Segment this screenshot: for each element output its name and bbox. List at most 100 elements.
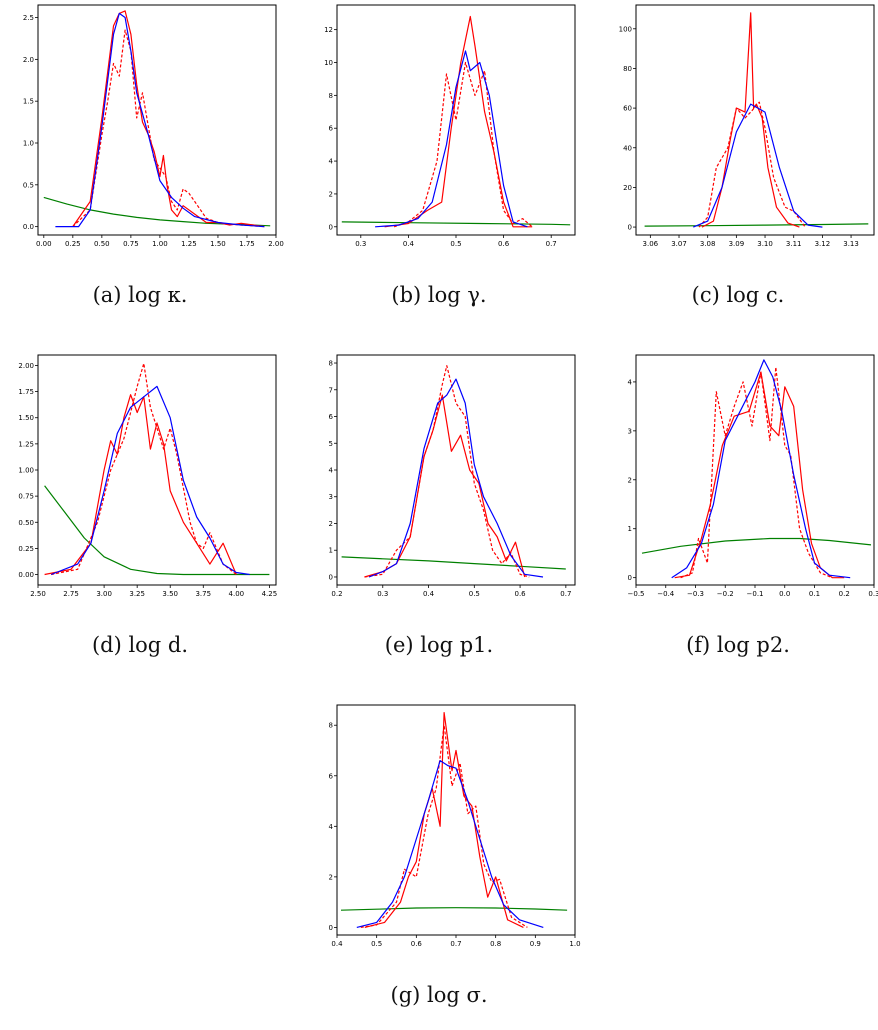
x-tick-label: 0.1 [809,590,820,598]
x-tick-label: 0.2 [839,590,850,598]
x-tick-label: 0.7 [450,940,461,948]
x-tick-label: 0.3 [355,240,366,248]
y-tick-label: 2 [329,190,333,198]
chart-panel-a: 0.00 0.25 0.50 0.75 1.00 1.25 1.50 1.75 2.00 0.0 0… [0,0,284,330]
x-tick-label: 0.9 [530,940,541,948]
caption-e: (e) log p1. [384,633,494,657]
x-tick-label: 0.6 [498,240,510,248]
series-line-red [674,371,845,579]
caption-d: (d) log d. [91,633,189,657]
chart-panel-c: 3.06 3.07 3.08 3.09 3.10 3.11 3.12 3.13 0 20 40 60 8… [598,0,878,330]
y-tick-label: 3 [329,493,333,501]
chart-c-plot: 3.06 3.07 3.08 3.09 3.10 3.11 3.12 3.13 0 20 40 60 8… [619,4,875,248]
y-tick-label: 10 [324,59,333,67]
series-line-green [341,556,566,570]
plot-frame [336,4,576,236]
x-tick-label: 0.75 [123,240,139,248]
y-tick-label: 2.0 [23,56,34,64]
x-tick-label: 0.00 [36,240,52,248]
y-tick-label: 7 [329,386,333,394]
x-tick-label: 0.50 [94,240,110,248]
series-line-green [44,485,270,576]
x-tick-label: 0.3 [377,590,388,598]
y-tick-label: 0 [628,574,632,582]
caption-c: (c) log c. [691,283,785,307]
x-tick-label: 0.0 [779,590,790,598]
series-line-green [340,907,568,911]
y-tick-label: 12 [324,26,333,34]
x-tick-label: 1.75 [239,240,255,248]
y-tick-label: 2.00 [18,362,34,370]
x-tick-label: 4.00 [229,590,245,598]
series-line-red [44,394,237,576]
chart-panel-f: −0.5 −0.4 −0.3 −0.2 −0.1 0.0 0.1 0.2 0.3 0 1 2 3 4 (f… [598,350,878,680]
y-tick-label: 8 [329,92,333,100]
y-tick-label: 4 [329,823,334,831]
chart-panel-g: 0.4 0.5 0.6 0.7 0.8 0.9 1.0 0 2 4 6 8 (g) log σ. [299,700,581,1030]
x-tick-label: 3.75 [195,590,211,598]
series-line-red-dashed [364,365,530,578]
x-tick-label: −0.1 [747,590,764,598]
y-tick-label: 8 [329,360,333,368]
series-line-blue [368,378,544,578]
x-tick-label: 3.09 [729,240,745,248]
series-line-green [641,537,872,554]
series-line-red-dashed [360,724,528,928]
y-tick-label: 1.0 [23,140,34,148]
x-tick-label: −0.2 [717,590,734,598]
x-tick-label: 0.7 [560,590,571,598]
x-tick-label: 0.7 [546,240,557,248]
y-tick-label: 5 [329,440,333,448]
y-tick-label: 8 [329,722,333,730]
plot-frame [336,354,576,586]
chart-e-plot: 0.2 0.3 0.4 0.5 0.6 0.7 0 1 2 3 4 5 6 7 8 [329,354,576,598]
x-tick-label: 3.25 [129,590,145,598]
series-line-red-dashed [393,61,533,228]
series-line-red [364,394,526,578]
series-line-blue [55,12,265,228]
y-tick-label: 80 [623,65,632,73]
plot-frame [37,354,277,586]
chart-panel-b: 0.3 0.4 0.5 0.6 0.7 0 2 4 6 8 10 12 (b) log γ. [299,0,579,330]
caption-a: (a) log κ. [92,283,188,307]
series-line-blue [671,359,851,579]
y-tick-label: 1.00 [18,467,34,475]
chart-a-plot: 0.00 0.25 0.50 0.75 1.00 1.25 1.50 1.75 2.00 0.0 0… [23,4,284,248]
y-tick-label: 0.0 [23,223,34,231]
series-line-red-dashed [698,101,806,228]
x-tick-label: −0.4 [657,590,675,598]
y-tick-label: 0.00 [18,571,34,579]
chart-f-plot: −0.5 −0.4 −0.3 −0.2 −0.1 0.0 0.1 0.2 0.3 0 1 2 3 4 [628,354,878,598]
y-tick-label: 1 [329,547,333,555]
y-tick-label: 0.50 [18,519,34,527]
x-tick-label: 0.3 [868,590,878,598]
y-tick-label: 2 [329,873,333,881]
x-tick-label: 0.5 [469,590,480,598]
y-tick-label: 0 [329,924,333,932]
x-tick-label: 0.4 [331,940,343,948]
y-tick-label: 0.75 [18,493,34,501]
plot-frame [336,704,576,936]
series-line-red [384,15,533,228]
chart-d-plot: 2.50 2.75 3.00 3.25 3.50 3.75 4.00 4.25 0.00 0.25… [18,354,277,598]
series-line-red-dashed [680,366,833,579]
y-tick-label: 1.25 [18,440,34,448]
x-tick-label: 1.50 [210,240,226,248]
x-tick-label: 0.5 [371,940,382,948]
x-tick-label: 0.8 [490,940,501,948]
caption-b: (b) log γ. [391,283,487,307]
y-tick-label: 20 [623,184,632,192]
y-tick-label: 100 [619,25,632,33]
series-line-blue [50,385,250,576]
plot-frame [37,4,277,236]
y-tick-label: 0.25 [18,545,34,553]
x-tick-label: 3.00 [96,590,112,598]
y-tick-label: 1 [628,525,632,533]
y-tick-label: 4 [329,467,334,475]
x-tick-label: 3.08 [700,240,716,248]
x-tick-label: 1.00 [152,240,168,248]
series-line-blue [693,103,823,228]
chart-panel-e: 0.2 0.3 0.4 0.5 0.6 0.7 0 1 2 3 4 5 6 7 8 (e) log p1. [299,350,579,680]
series-line-blue [356,759,544,928]
